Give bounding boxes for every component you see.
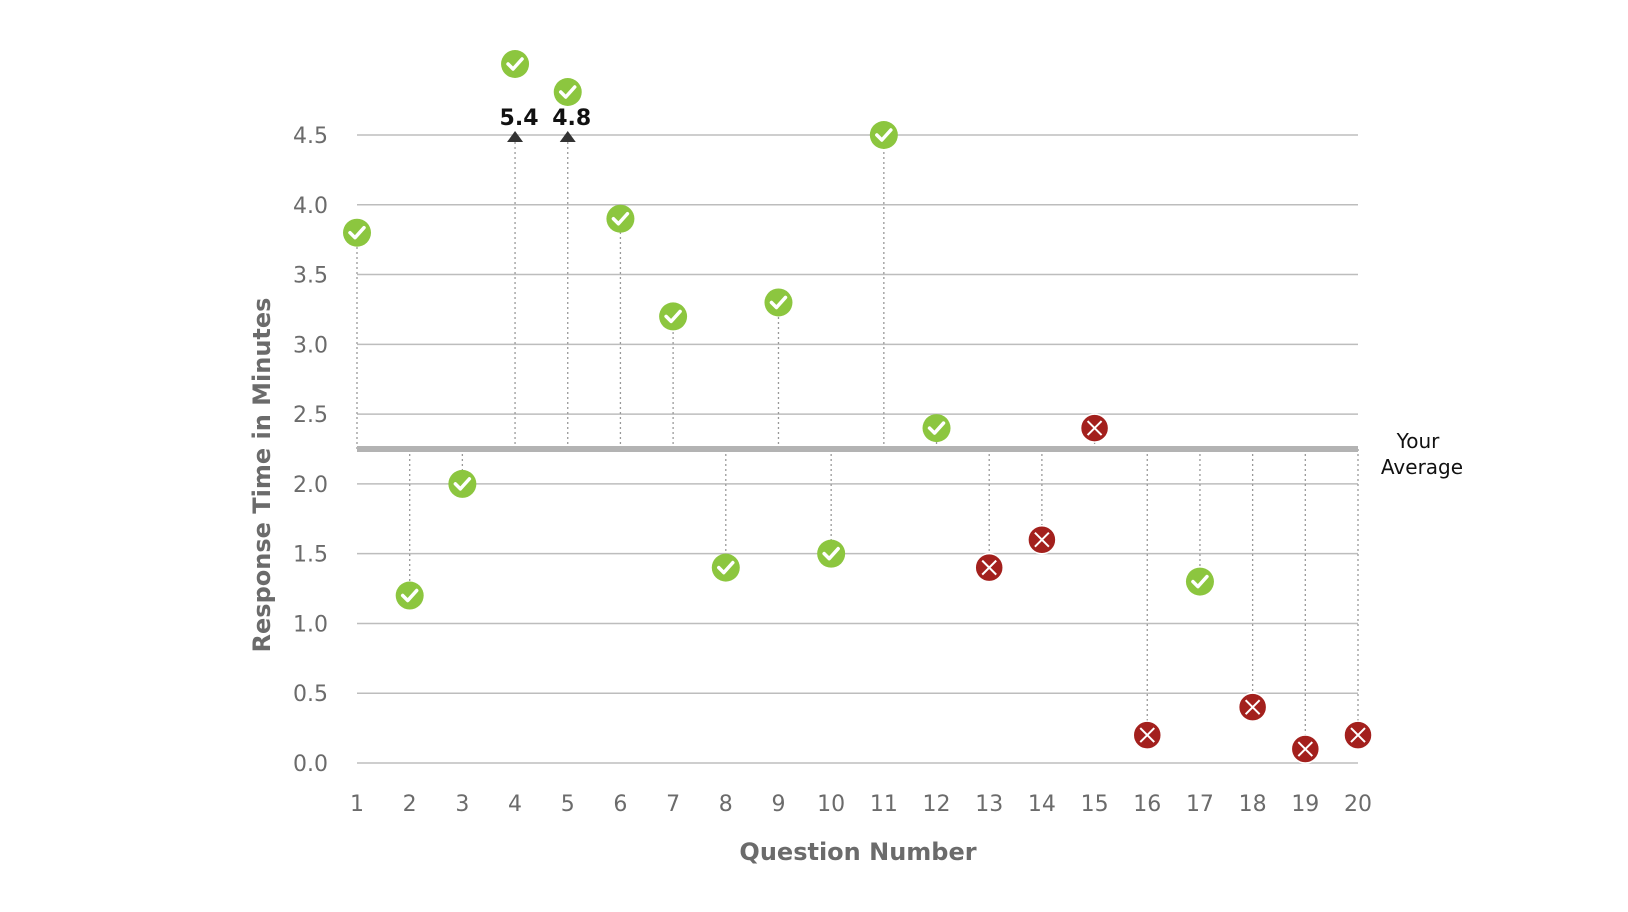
marker-circle — [711, 553, 740, 582]
marker-circle — [869, 121, 898, 149]
correct-check-icon — [448, 469, 477, 498]
x-tick-label: 13 — [975, 792, 1003, 817]
y-tick-label: 1.0 — [293, 612, 328, 637]
y-tick-label: 0.0 — [293, 752, 328, 777]
y-tick-label: 4.5 — [293, 124, 328, 149]
x-mark — [1034, 532, 1050, 548]
marker-circle — [343, 218, 371, 247]
check-mark — [664, 309, 682, 324]
wrong-x-icon — [1132, 720, 1163, 750]
correct-check-icon — [553, 78, 582, 106]
check-mark — [1191, 574, 1209, 589]
y-tick-label: 3.5 — [293, 264, 328, 289]
marker-circle — [659, 302, 688, 331]
wrong-x-icon — [1290, 734, 1321, 764]
marker-circle — [448, 469, 477, 498]
overflow-value-label: 4.8 — [552, 106, 591, 131]
overflow-arrow-icon — [507, 131, 524, 142]
x-tick-label: 15 — [1081, 792, 1109, 817]
y-axis-title: Response Time in Minutes — [248, 298, 276, 653]
x-mark — [1086, 420, 1103, 436]
x-tick-label: 10 — [817, 792, 845, 817]
correct-check-icon — [869, 121, 898, 149]
correct-check-icon — [606, 204, 635, 233]
check-mark — [558, 85, 577, 99]
marker-circle — [606, 204, 635, 233]
check-mark — [769, 295, 788, 310]
x-tick-label: 19 — [1291, 792, 1319, 817]
check-mark — [822, 546, 840, 561]
x-axis-title: Question Number — [739, 838, 976, 866]
check-mark — [611, 211, 630, 226]
marker-circle — [553, 78, 582, 106]
wrong-x-icon — [1343, 720, 1373, 750]
check-mark — [400, 588, 419, 603]
x-tick-label: 2 — [403, 792, 417, 817]
marker-circle — [1185, 567, 1214, 596]
x-tick-label: 6 — [613, 792, 627, 817]
wrong-x-icon — [1027, 524, 1057, 555]
x-tick-label: 18 — [1239, 792, 1267, 817]
y-tick-label: 0.5 — [293, 682, 328, 707]
average-label-line2: Average — [1381, 455, 1463, 479]
data-points — [343, 50, 1373, 764]
correct-check-icon — [501, 50, 530, 78]
x-mark — [981, 559, 997, 576]
y-tick-label: 2.0 — [293, 473, 328, 498]
y-tick-label: 2.5 — [293, 403, 328, 428]
check-mark — [875, 128, 893, 142]
drop-lines: 5.4 4.8 — [356, 106, 1359, 750]
x-tick-label: 12 — [923, 792, 951, 817]
check-mark — [506, 57, 524, 71]
x-tick-label: 8 — [719, 792, 733, 817]
x-tick-label: 9 — [771, 792, 785, 817]
x-tick-label: 1 — [350, 792, 364, 817]
correct-check-icon — [659, 302, 688, 331]
check-mark — [927, 421, 946, 435]
average-line — [357, 446, 1358, 452]
x-tick-label: 11 — [870, 792, 898, 817]
x-mark — [1297, 741, 1314, 757]
y-tick-labels: 0.0 0.5 1.0 1.5 2.0 2.5 3.0 3.5 4.0 4.5 — [293, 124, 328, 777]
correct-check-icon — [343, 218, 371, 247]
x-tick-label: 7 — [666, 792, 680, 817]
x-tick-label: 5 — [561, 792, 575, 817]
correct-check-icon — [922, 414, 951, 443]
check-mark — [348, 225, 366, 240]
x-tick-label: 4 — [508, 792, 522, 817]
correct-check-icon — [817, 539, 846, 568]
correct-check-icon — [1185, 567, 1214, 596]
wrong-x-icon — [1237, 692, 1268, 722]
overflow-arrow-icon — [559, 131, 576, 142]
gridlines — [357, 134, 1358, 764]
marker-circle — [501, 50, 530, 78]
marker-circle — [922, 414, 951, 443]
x-tick-label: 14 — [1028, 792, 1056, 817]
y-tick-label: 1.5 — [293, 543, 328, 568]
y-tick-label: 4.0 — [293, 194, 328, 219]
marker-circle — [817, 539, 846, 568]
correct-check-icon — [764, 288, 793, 317]
x-mark — [1139, 727, 1155, 743]
marker-circle — [395, 581, 424, 610]
correct-check-icon — [711, 553, 740, 582]
x-tick-label: 20 — [1344, 792, 1372, 817]
y-tick-label: 3.0 — [293, 333, 328, 358]
check-mark — [717, 560, 735, 575]
x-tick-label: 3 — [455, 792, 469, 817]
x-tick-label: 16 — [1133, 792, 1161, 817]
x-tick-labels: 1 2 3 4 5 6 7 8 9 10 11 12 13 14 15 16 17 18 19 20 — [350, 792, 1372, 817]
overflow-value-label: 5.4 — [500, 106, 539, 131]
average-label-line1: Your — [1396, 429, 1440, 453]
x-tick-label: 17 — [1186, 792, 1214, 817]
x-mark — [1244, 699, 1261, 715]
check-mark — [453, 477, 472, 491]
correct-check-icon — [395, 581, 424, 610]
x-mark — [1350, 727, 1366, 743]
marker-circle — [764, 288, 793, 317]
wrong-x-icon — [974, 552, 1004, 583]
wrong-x-icon — [1079, 413, 1110, 443]
